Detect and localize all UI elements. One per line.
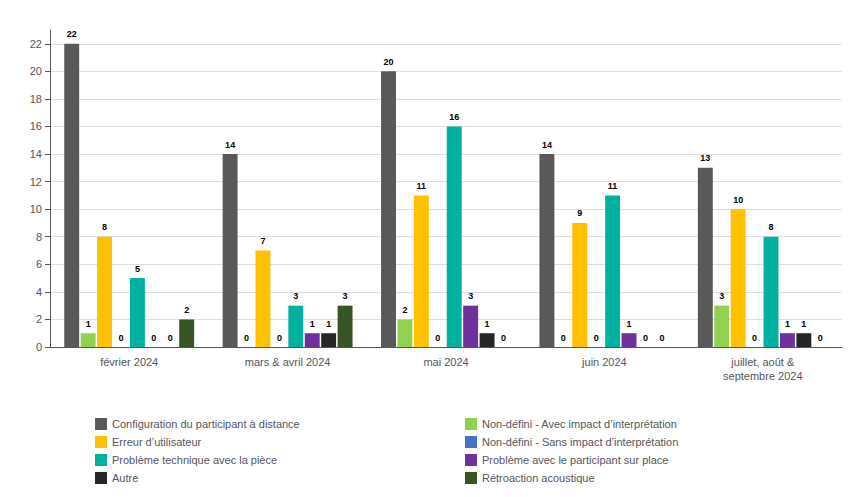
svg-text:Erreur d’utilisateur: Erreur d’utilisateur bbox=[112, 436, 202, 448]
svg-text:11: 11 bbox=[417, 181, 427, 191]
svg-text:1: 1 bbox=[310, 319, 315, 329]
svg-text:Rétroaction acoustique: Rétroaction acoustique bbox=[482, 472, 595, 484]
svg-text:9: 9 bbox=[577, 208, 582, 218]
svg-text:3: 3 bbox=[293, 291, 298, 301]
svg-text:0: 0 bbox=[561, 333, 566, 343]
svg-text:3: 3 bbox=[468, 291, 473, 301]
svg-text:3: 3 bbox=[719, 291, 724, 301]
svg-text:1: 1 bbox=[785, 319, 790, 329]
svg-text:2: 2 bbox=[36, 313, 42, 325]
svg-text:8: 8 bbox=[769, 222, 774, 232]
svg-text:2: 2 bbox=[184, 305, 189, 315]
svg-text:6: 6 bbox=[36, 258, 42, 270]
svg-text:0: 0 bbox=[118, 333, 123, 343]
svg-text:1: 1 bbox=[86, 319, 91, 329]
svg-text:1: 1 bbox=[801, 319, 806, 329]
svg-text:11: 11 bbox=[608, 181, 618, 191]
svg-text:Non-défini - Avec impact d’int: Non-défini - Avec impact d’interprétatio… bbox=[482, 418, 677, 430]
svg-text:0: 0 bbox=[36, 341, 42, 353]
svg-text:8: 8 bbox=[36, 231, 42, 243]
svg-text:1: 1 bbox=[485, 319, 490, 329]
svg-text:22: 22 bbox=[67, 29, 77, 39]
svg-text:0: 0 bbox=[277, 333, 282, 343]
svg-text:Non-défini - Sans impact d’int: Non-défini - Sans impact d’interprétatio… bbox=[482, 436, 678, 448]
svg-text:3: 3 bbox=[343, 291, 348, 301]
svg-text:0: 0 bbox=[168, 333, 173, 343]
svg-text:mai 2024: mai 2024 bbox=[423, 356, 468, 368]
svg-text:juillet, août &: juillet, août & bbox=[730, 356, 795, 368]
svg-text:14: 14 bbox=[542, 140, 552, 150]
svg-text:0: 0 bbox=[818, 333, 823, 343]
svg-text:Autre: Autre bbox=[112, 472, 138, 484]
svg-text:0: 0 bbox=[501, 333, 506, 343]
svg-text:10: 10 bbox=[30, 203, 42, 215]
svg-text:1: 1 bbox=[326, 319, 331, 329]
svg-text:0: 0 bbox=[594, 333, 599, 343]
svg-text:22: 22 bbox=[30, 38, 42, 50]
svg-text:13: 13 bbox=[700, 153, 710, 163]
svg-text:5: 5 bbox=[135, 264, 140, 274]
svg-text:16: 16 bbox=[449, 112, 459, 122]
svg-text:0: 0 bbox=[659, 333, 664, 343]
svg-text:4: 4 bbox=[36, 286, 42, 298]
svg-text:mars & avril 2024: mars & avril 2024 bbox=[245, 356, 331, 368]
svg-text:12: 12 bbox=[30, 176, 42, 188]
svg-text:20: 20 bbox=[30, 65, 42, 77]
svg-text:18: 18 bbox=[30, 93, 42, 105]
svg-text:7: 7 bbox=[260, 236, 265, 246]
svg-text:février 2024: février 2024 bbox=[100, 356, 158, 368]
svg-text:Problème avec le participant s: Problème avec le participant sur place bbox=[482, 454, 668, 466]
svg-text:0: 0 bbox=[643, 333, 648, 343]
svg-text:14: 14 bbox=[30, 148, 42, 160]
svg-text:0: 0 bbox=[151, 333, 156, 343]
svg-text:1: 1 bbox=[627, 319, 632, 329]
svg-text:0: 0 bbox=[244, 333, 249, 343]
svg-text:juin 2024: juin 2024 bbox=[581, 356, 627, 368]
svg-text:8: 8 bbox=[102, 222, 107, 232]
svg-text:Configuration du participant à: Configuration du participant à distance bbox=[112, 418, 300, 430]
svg-text:20: 20 bbox=[384, 57, 394, 67]
svg-text:0: 0 bbox=[752, 333, 757, 343]
svg-text:2: 2 bbox=[402, 305, 407, 315]
svg-text:Problème technique avec la piè: Problème technique avec la pièce bbox=[112, 454, 277, 466]
svg-text:14: 14 bbox=[225, 140, 235, 150]
svg-text:10: 10 bbox=[733, 195, 743, 205]
svg-text:16: 16 bbox=[30, 120, 42, 132]
svg-text:0: 0 bbox=[435, 333, 440, 343]
svg-text:septembre 2024: septembre 2024 bbox=[723, 370, 803, 382]
